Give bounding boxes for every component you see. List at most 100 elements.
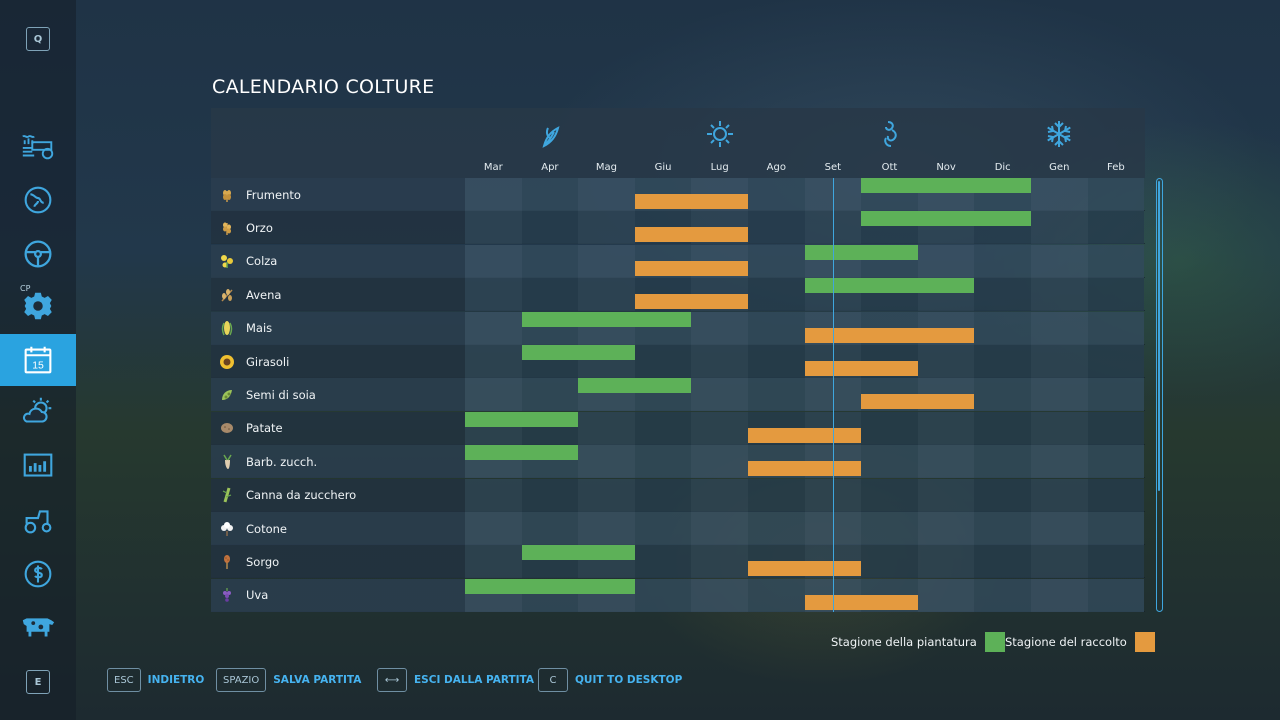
autumn-icon [883,121,897,147]
crop-name-cell: Patate [211,411,465,445]
month-cell [521,512,579,545]
month-cell [691,545,748,579]
month-cell [691,512,748,545]
exit-game-label: ESCI DALLA PARTITA [414,674,535,686]
crop-list-scrollbar[interactable] [1156,178,1163,612]
month-cell [578,478,635,512]
month-cell [974,478,1031,512]
sprayer-icon [22,135,54,160]
back-label: INDIETRO [147,674,205,686]
harvest-season-bar [634,260,748,276]
month-cell [748,345,805,378]
crop-name-cell: Canna da zucchero [211,478,465,512]
sidebar-item-vehicles[interactable] [0,228,76,280]
crop-name: Orzo [246,220,273,235]
oat-icon [218,286,236,304]
month-cell [748,478,805,512]
prev-page-key[interactable]: Q [26,27,50,51]
month-cell [748,512,805,545]
legend-planting-swatch [984,632,1005,652]
harvest-season-bar [634,294,748,310]
month-cell [634,512,692,545]
sidebar-item-animals[interactable] [0,600,76,652]
sidebar-item-statistics[interactable] [0,440,76,492]
month-label: Mag [595,162,618,173]
month-cell [465,211,522,245]
sidebar-item-calendar[interactable]: 15 [0,334,76,386]
month-cell [691,311,748,345]
wheat-icon [218,186,236,204]
month-label: Gen [1049,162,1070,173]
steering-wheel-icon [24,240,52,268]
scrollbar-thumb[interactable] [1158,181,1160,491]
month-cell [974,578,1031,612]
crop-name-cell: Sorgo [211,545,465,579]
month-cell [748,311,805,345]
legend-planting: Stagione della piantatura [831,632,1005,652]
sidebar-item-map[interactable] [0,174,76,226]
month-cell [917,545,975,579]
crop-name: Uva [246,588,269,603]
month-cell [691,345,748,378]
harvest-season-bar [748,461,862,477]
soybean-icon [218,386,236,404]
month-cell [974,311,1031,345]
sidebar-item-finances[interactable] [0,548,76,600]
month-cell [465,478,522,512]
month-cell [578,244,635,278]
month-label: Ago [766,162,786,173]
esc-key: ESC [107,668,141,692]
month-cell [634,578,692,612]
month-cell [974,345,1031,378]
month-cell [691,411,748,445]
planting-season-bar [804,278,975,294]
month-cell [634,345,692,378]
crop-name-cell: Uva [211,578,465,612]
barley-icon [218,219,236,237]
summer-sun-icon [706,121,733,147]
crop-name: Canna da zucchero [246,488,357,503]
month-cell [1087,311,1145,345]
crop-row: Semi di soia [211,378,1145,412]
month-cell [1031,211,1088,245]
planting-season-bar [465,411,579,427]
month-cell [1031,178,1088,211]
month-cell [748,378,805,412]
save-game-button[interactable]: SPAZIO SALVA PARTITA [216,668,361,692]
month-cell [917,411,975,445]
crop-row: Cotone [211,512,1145,545]
sidebar-item-weather[interactable] [0,386,76,438]
month-cell [974,378,1031,412]
back-button[interactable]: ESC INDIETRO [107,668,204,692]
harvest-season-bar [804,327,975,343]
save-game-label: SALVA PARTITA [273,674,362,686]
month-cell [861,545,918,579]
legend-harvest: Stagione del raccolto [1005,632,1155,652]
crop-name: Barb. zucch. [246,454,318,469]
sidebar-item-contractors[interactable]: CP [0,280,76,332]
sidebar-item-sprayer[interactable] [0,120,76,172]
month-cell [748,178,805,211]
next-page-key[interactable]: E [26,670,50,694]
quit-desktop-label: QUIT TO DESKTOP [575,674,683,686]
crop-row: Uva [211,578,1145,612]
crop-name: Colza [246,254,278,269]
month-cell [465,545,522,579]
gear-settings-icon [24,292,52,320]
month-cell [1031,545,1088,579]
crop-name-cell: Avena [211,278,465,312]
calendar-icon: 15 [24,346,52,374]
month-cell [521,244,579,278]
crop-row: Canna da zucchero [211,478,1145,512]
quit-desktop-button[interactable]: C QUIT TO DESKTOP [538,668,682,692]
planting-season-bar [521,345,635,360]
month-cell [748,578,805,612]
month-cell [465,345,522,378]
month-cell [521,278,579,312]
month-cell [917,445,975,479]
month-cell [634,545,692,579]
month-label: Set [824,162,842,173]
page-title: CALENDARIO COLTURE [212,76,435,98]
exit-game-button[interactable]: ⟷ ESCI DALLA PARTITA [377,668,534,692]
sidebar-item-garage[interactable] [0,494,76,546]
